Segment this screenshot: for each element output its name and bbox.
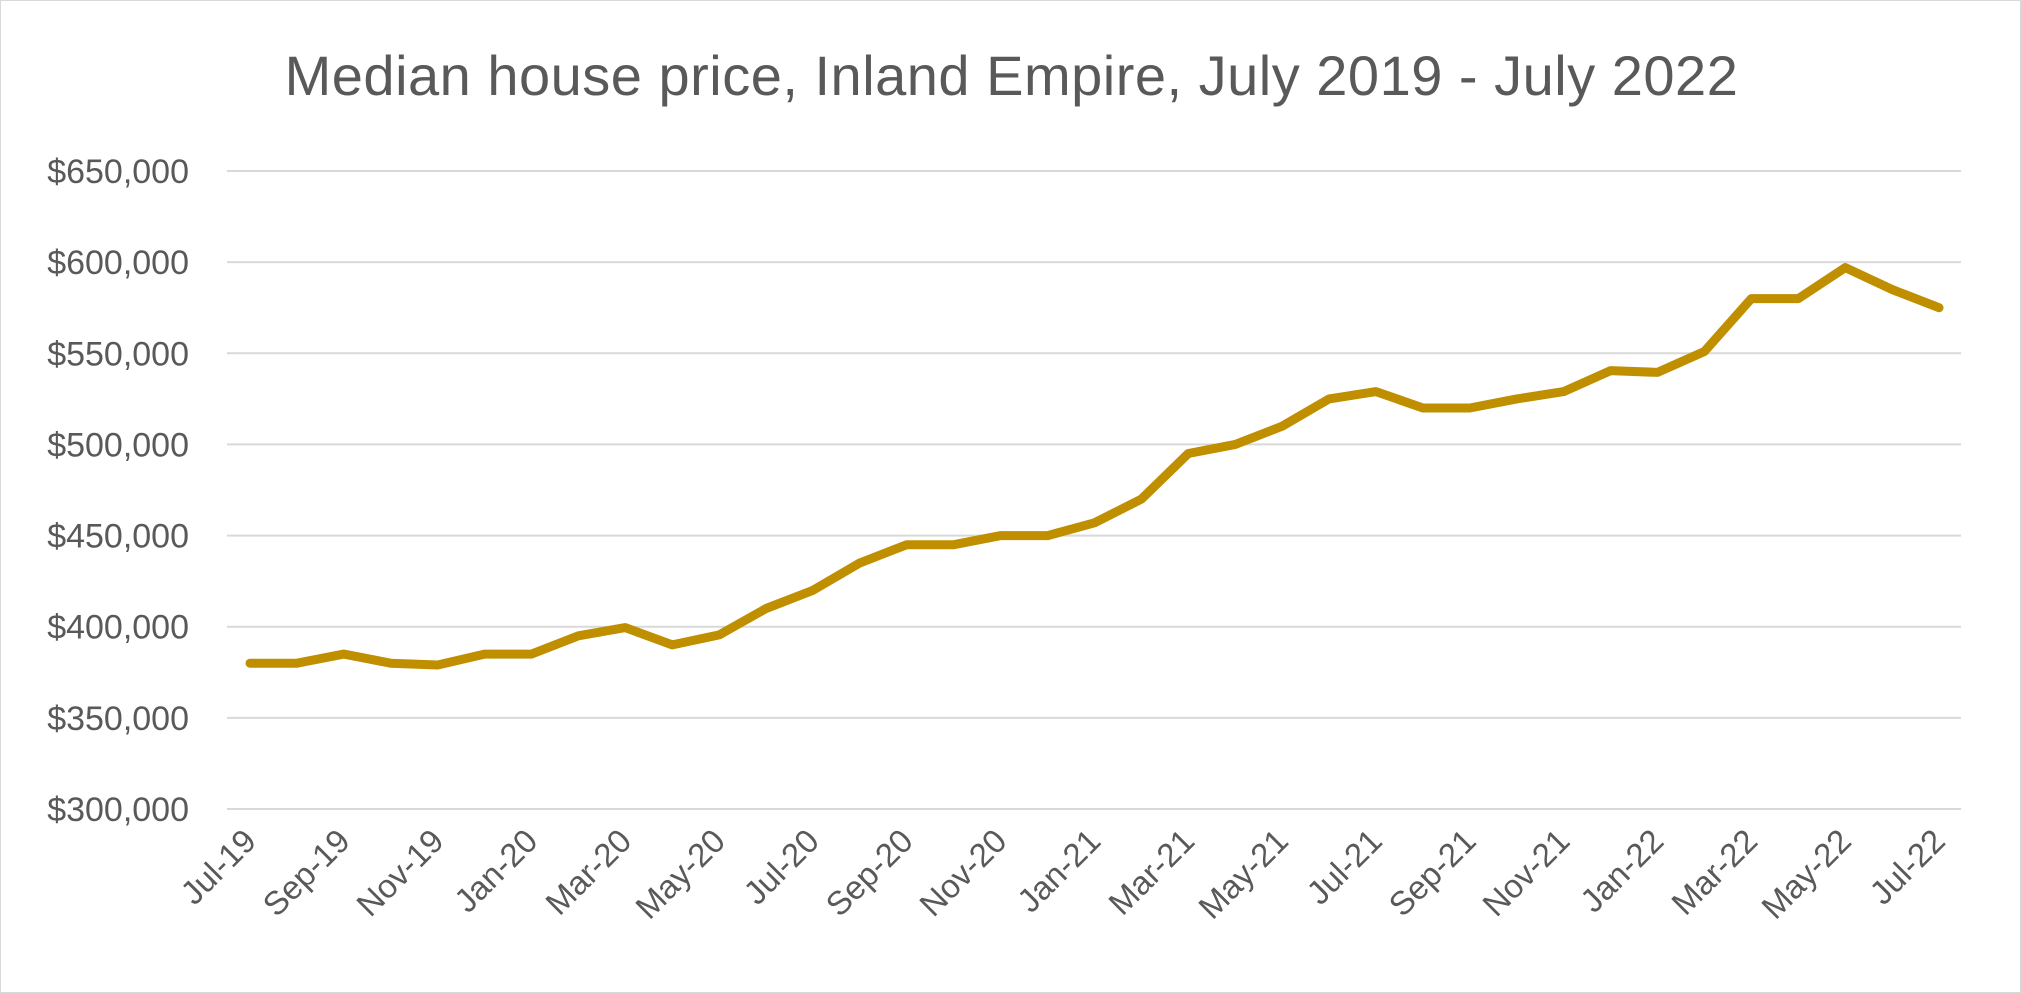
data-point <box>1657 371 1658 373</box>
data-point <box>1234 443 1236 445</box>
data-point <box>859 562 861 564</box>
x-tick-label: May-20 <box>628 822 732 926</box>
data-point <box>671 644 673 646</box>
y-tick-label: $450,000 <box>47 518 189 556</box>
data-point <box>953 544 955 546</box>
data-point <box>1703 351 1705 352</box>
data-point <box>249 662 251 664</box>
y-tick-label: $650,000 <box>47 153 189 191</box>
x-tick-label: May-21 <box>1191 822 1295 926</box>
data-point <box>1750 298 1752 300</box>
data-point <box>1891 289 1893 290</box>
data-point <box>1000 535 1002 537</box>
y-axis-tick-labels: $300,000 $350,000 $400,000 $450,000 $500,000… <box>47 153 189 829</box>
data-point <box>343 653 345 655</box>
data-point <box>484 653 486 655</box>
x-tick-label: Jan-20 <box>447 822 545 920</box>
gridlines <box>227 170 1961 810</box>
x-tick-label: Nov-20 <box>912 822 1013 923</box>
y-tick-label: $400,000 <box>47 609 189 647</box>
data-point <box>1094 522 1095 524</box>
data-point <box>1797 298 1799 300</box>
x-tick-label: Jan-21 <box>1010 822 1108 920</box>
data-point <box>437 664 439 666</box>
chart-title: Median house price, Inland Empire, July … <box>284 44 1739 107</box>
x-tick-label: Jan-22 <box>1573 822 1671 920</box>
data-point <box>718 634 720 636</box>
data-point <box>1187 453 1189 454</box>
data-point <box>812 589 814 591</box>
data-point <box>296 662 298 664</box>
y-tick-label: $300,000 <box>47 791 189 829</box>
x-tick-label: Nov-19 <box>349 822 450 923</box>
data-point <box>1047 535 1049 537</box>
x-tick-label: Jul-19 <box>173 822 263 912</box>
data-point <box>624 627 626 629</box>
data-point <box>531 653 532 655</box>
x-tick-label: Jul-22 <box>1862 822 1952 912</box>
y-tick-label: $600,000 <box>47 244 189 282</box>
x-tick-label: Mar-20 <box>538 822 638 922</box>
y-tick-label: $500,000 <box>47 426 189 464</box>
series-line <box>245 263 1944 670</box>
x-tick-label: Sep-21 <box>1381 822 1482 923</box>
y-tick-label: $350,000 <box>47 700 189 738</box>
x-tick-label: Mar-22 <box>1664 822 1764 922</box>
data-point <box>1140 498 1142 500</box>
series-group <box>245 263 1944 670</box>
data-point <box>1375 391 1377 393</box>
x-tick-label: Jul-21 <box>1299 822 1389 912</box>
data-point <box>1516 398 1518 400</box>
data-point <box>390 662 392 664</box>
data-point <box>1469 407 1471 409</box>
y-tick-label: $550,000 <box>47 335 189 373</box>
x-tick-label: Sep-20 <box>818 822 919 923</box>
data-point <box>1328 398 1330 400</box>
data-point <box>1610 370 1612 372</box>
data-point <box>1563 391 1565 393</box>
data-point <box>1281 425 1283 427</box>
data-point <box>577 635 579 637</box>
x-tick-label: Mar-21 <box>1101 822 1201 922</box>
data-point <box>765 608 767 609</box>
x-tick-label: May-22 <box>1754 822 1858 926</box>
x-tick-label: Sep-19 <box>255 822 356 923</box>
data-point <box>1844 267 1846 269</box>
x-tick-label: Jul-20 <box>736 822 826 912</box>
data-point <box>1938 307 1940 309</box>
data-point <box>906 544 908 546</box>
data-point <box>1422 407 1424 409</box>
x-tick-label: Nov-21 <box>1475 822 1576 923</box>
